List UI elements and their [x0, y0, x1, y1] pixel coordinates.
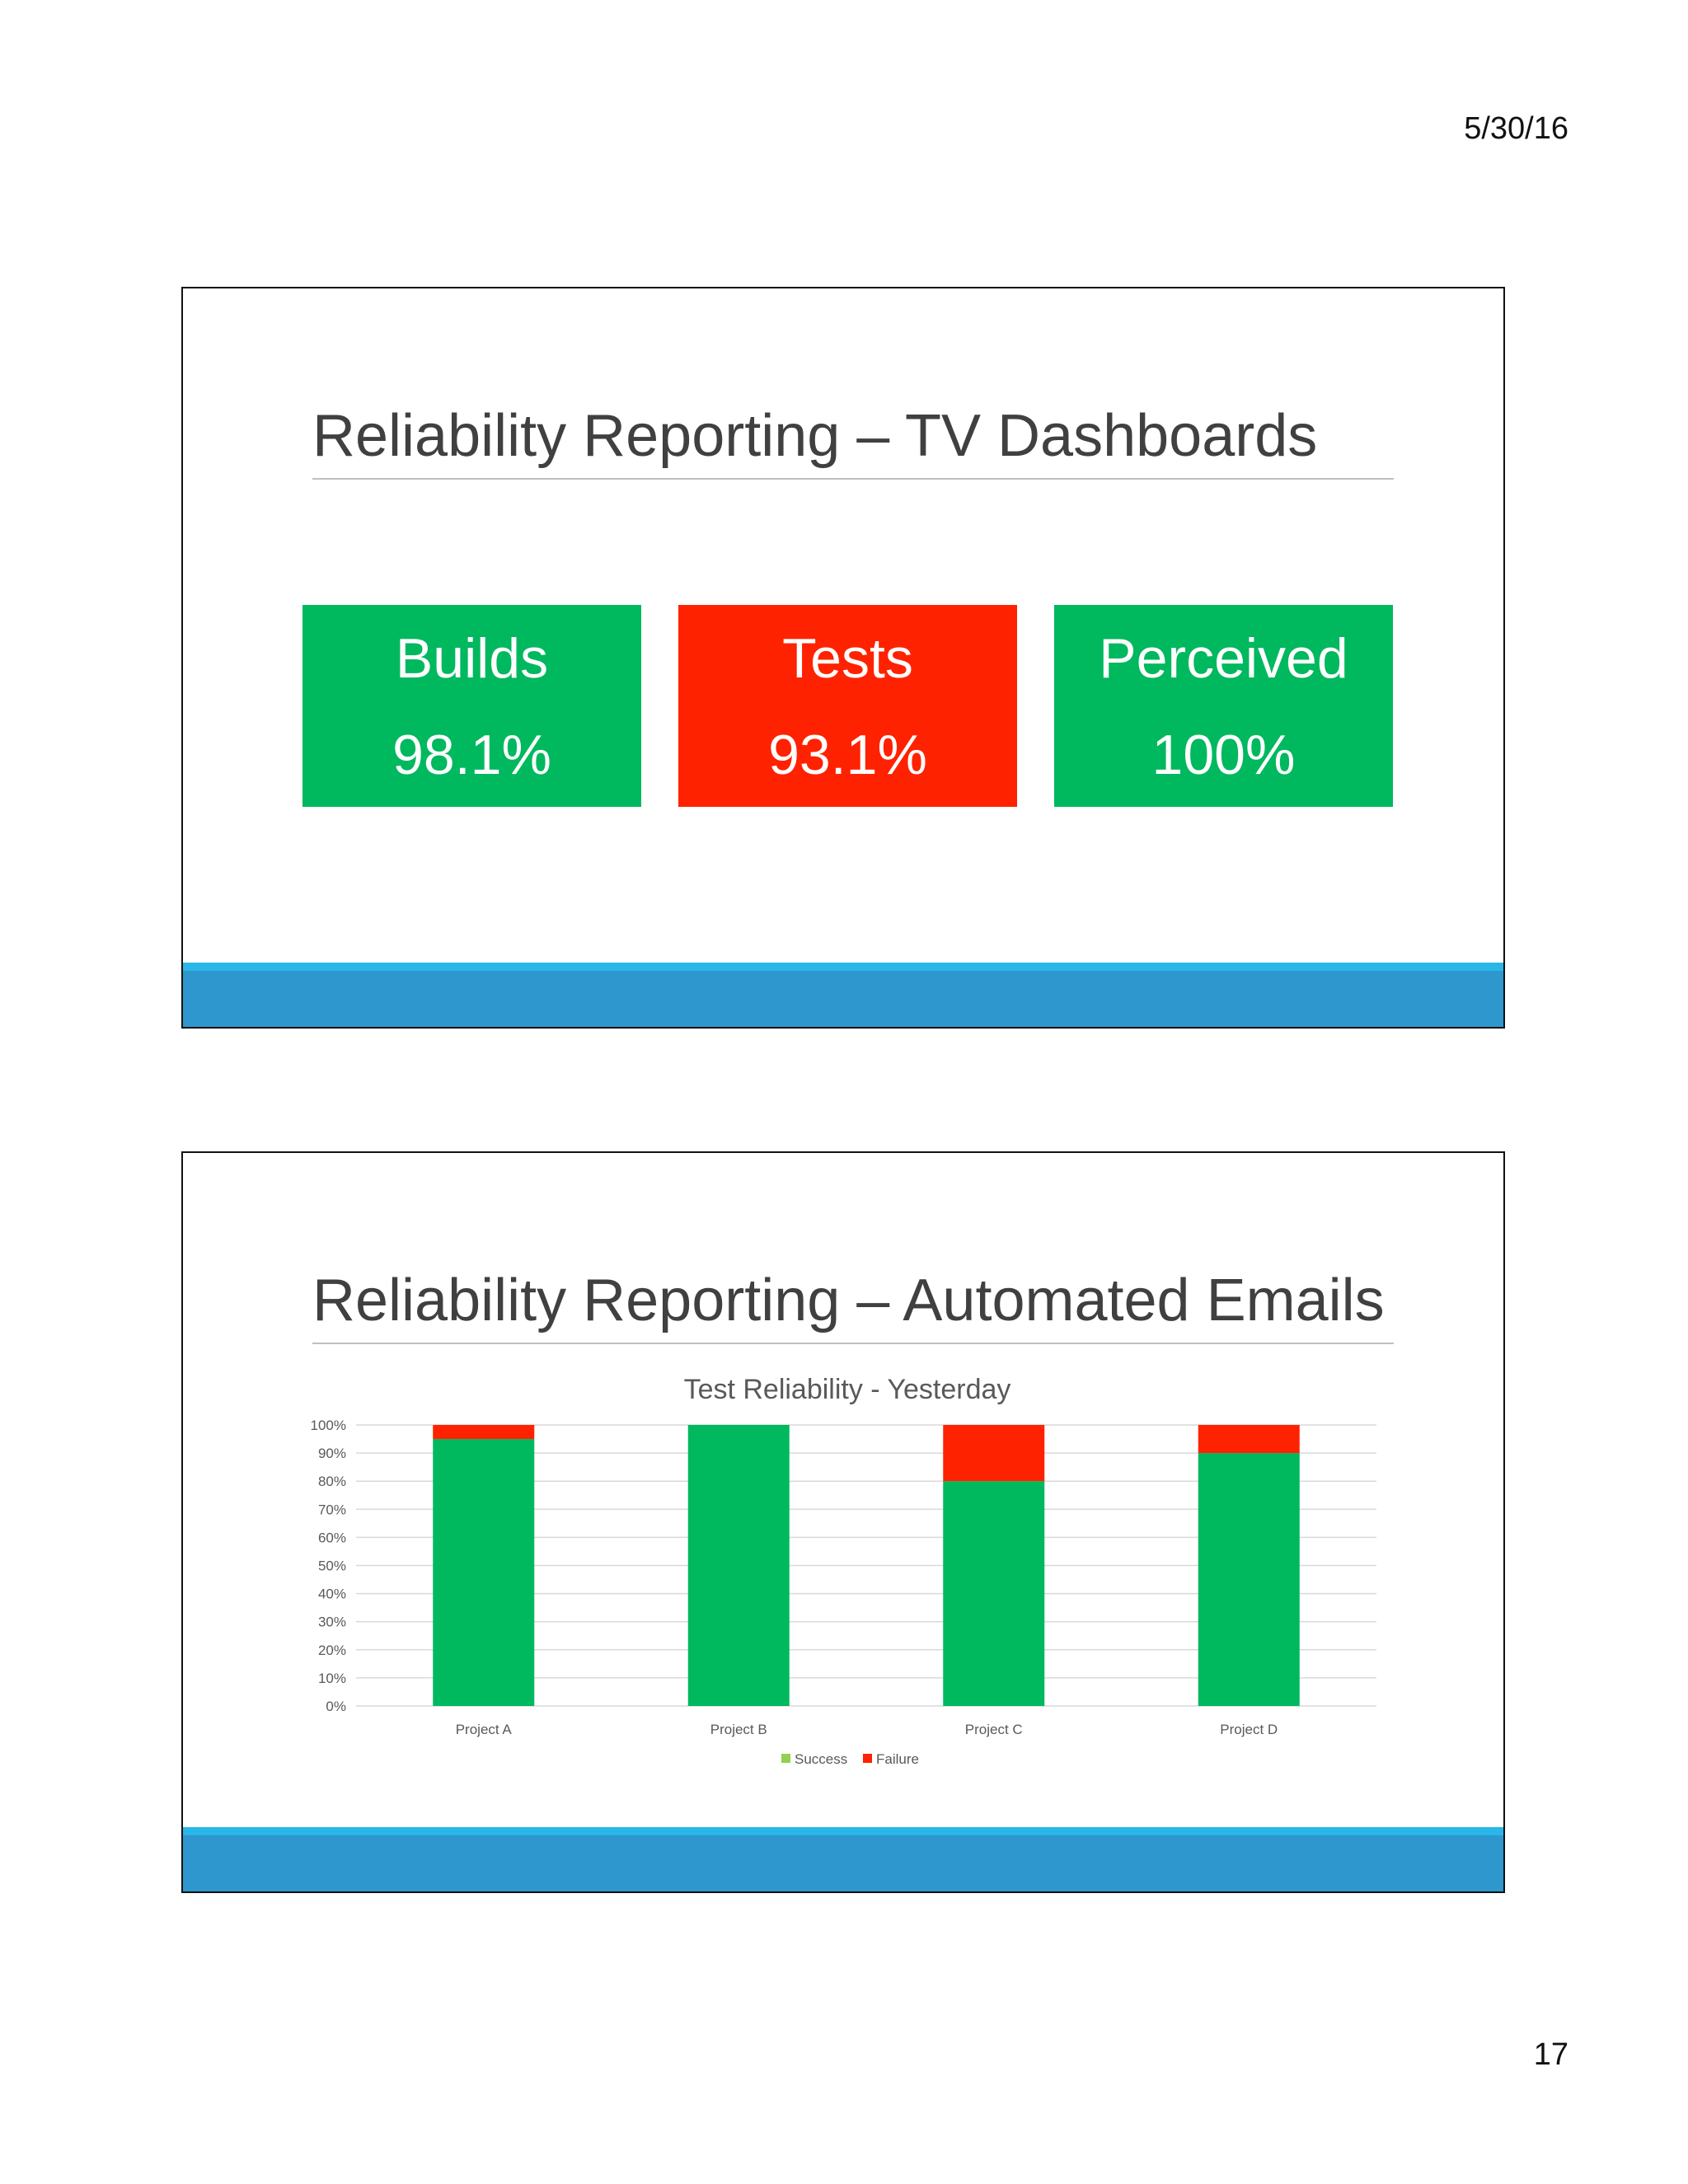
tile-label: Perceived	[1099, 627, 1348, 690]
tile-label: Tests	[782, 627, 913, 690]
tile-label: Builds	[395, 627, 549, 690]
slide-footer-bar	[183, 1827, 1503, 1891]
x-axis-ticks: Project A Project B Project C Project D	[456, 1722, 1278, 1737]
slide-title: Reliability Reporting – Automated Emails	[312, 1265, 1394, 1345]
y-tick-label: 30%	[318, 1615, 346, 1630]
y-tick-label: 80%	[318, 1474, 346, 1489]
chart-legend: Success Failure	[781, 1751, 919, 1767]
y-tick-label: 50%	[318, 1558, 346, 1574]
y-tick-label: 0%	[326, 1699, 346, 1714]
legend-swatch	[781, 1754, 790, 1763]
bar-failure	[943, 1425, 1045, 1482]
x-tick-label: Project C	[965, 1722, 1023, 1737]
test-reliability-chart: Test Reliability - Yesterday 0% 10% 20% 30%…	[311, 1374, 1376, 1767]
perceived-tile: Perceived 100%	[1054, 605, 1393, 807]
x-tick-label: Project B	[710, 1722, 767, 1737]
legend-swatch	[863, 1754, 872, 1763]
bar-failure	[433, 1425, 535, 1440]
bar-success	[943, 1481, 1045, 1706]
y-tick-label: 90%	[318, 1446, 346, 1461]
bar-success	[1198, 1453, 1300, 1706]
y-tick-label: 100%	[311, 1418, 346, 1433]
date-label: 5/30/16	[1464, 111, 1568, 146]
x-tick-label: Project A	[456, 1722, 513, 1737]
chart-title: Test Reliability - Yesterday	[684, 1374, 1011, 1405]
builds-tile: Builds 98.1%	[302, 605, 641, 807]
y-axis-ticks: 0% 10% 20% 30% 40% 50% 60% 70% 80% 90% 100%	[311, 1418, 346, 1714]
page-number: 17	[1533, 2037, 1568, 2072]
chart-bars	[433, 1425, 1300, 1706]
y-tick-label: 20%	[318, 1643, 346, 1658]
y-tick-label: 60%	[318, 1530, 346, 1545]
legend-label: Success	[795, 1751, 847, 1767]
tile-value: 100%	[1151, 724, 1296, 786]
tile-value: 98.1%	[392, 724, 551, 786]
bar-success	[687, 1425, 790, 1706]
bar-failure	[1198, 1425, 1300, 1454]
y-tick-label: 40%	[318, 1586, 346, 1602]
bar-success	[433, 1439, 535, 1706]
x-tick-label: Project D	[1220, 1722, 1278, 1737]
tile-value: 93.1%	[768, 724, 927, 786]
slide-tv-dashboards: Reliability Reporting – TV Dashboards Bu…	[181, 287, 1505, 1029]
y-tick-label: 10%	[318, 1671, 346, 1686]
slide-automated-emails: Reliability Reporting – Automated Emails…	[181, 1151, 1505, 1893]
slide-footer-bar	[183, 963, 1503, 1027]
slide-title: Reliability Reporting – TV Dashboards	[312, 401, 1394, 480]
y-tick-label: 70%	[318, 1502, 346, 1517]
legend-label: Failure	[876, 1751, 919, 1767]
tests-tile: Tests 93.1%	[678, 605, 1017, 807]
